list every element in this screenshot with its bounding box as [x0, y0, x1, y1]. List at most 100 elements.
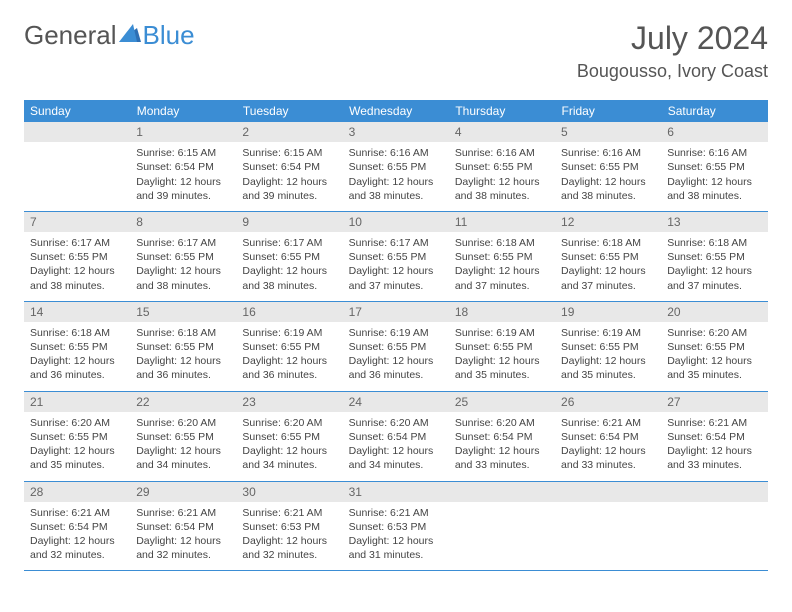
logo-triangle-icon: [119, 24, 141, 47]
daylight-text: Daylight: 12 hours and 37 minutes.: [455, 264, 549, 292]
day-number: 17: [343, 302, 449, 322]
day-number: 26: [555, 392, 661, 412]
day-number: 8: [130, 212, 236, 232]
sunrise-text: Sunrise: 6:21 AM: [30, 506, 124, 520]
logo-text-2: Blue: [143, 20, 195, 51]
day-number-empty: [24, 122, 130, 142]
calendar-day-cell: 25Sunrise: 6:20 AMSunset: 6:54 PMDayligh…: [449, 391, 555, 481]
day-details: Sunrise: 6:18 AMSunset: 6:55 PMDaylight:…: [130, 324, 236, 391]
daylight-text: Daylight: 12 hours and 38 minutes.: [455, 175, 549, 203]
sunset-text: Sunset: 6:55 PM: [136, 430, 230, 444]
daylight-text: Daylight: 12 hours and 32 minutes.: [30, 534, 124, 562]
day-details: Sunrise: 6:18 AMSunset: 6:55 PMDaylight:…: [555, 234, 661, 301]
weekday-header: Thursday: [449, 100, 555, 122]
day-number: 21: [24, 392, 130, 412]
day-details: Sunrise: 6:20 AMSunset: 6:55 PMDaylight:…: [236, 414, 342, 481]
month-title: July 2024: [577, 20, 768, 57]
daylight-text: Daylight: 12 hours and 35 minutes.: [667, 354, 761, 382]
sunrise-text: Sunrise: 6:19 AM: [349, 326, 443, 340]
daylight-text: Daylight: 12 hours and 36 minutes.: [242, 354, 336, 382]
daylight-text: Daylight: 12 hours and 36 minutes.: [136, 354, 230, 382]
day-details: Sunrise: 6:21 AMSunset: 6:53 PMDaylight:…: [343, 504, 449, 571]
calendar-day-cell: [24, 122, 130, 211]
calendar-day-cell: 28Sunrise: 6:21 AMSunset: 6:54 PMDayligh…: [24, 481, 130, 571]
day-number: 6: [661, 122, 767, 142]
daylight-text: Daylight: 12 hours and 37 minutes.: [561, 264, 655, 292]
calendar-day-cell: [555, 481, 661, 571]
day-details: Sunrise: 6:19 AMSunset: 6:55 PMDaylight:…: [449, 324, 555, 391]
calendar-day-cell: 23Sunrise: 6:20 AMSunset: 6:55 PMDayligh…: [236, 391, 342, 481]
day-details: Sunrise: 6:19 AMSunset: 6:55 PMDaylight:…: [236, 324, 342, 391]
calendar-week-row: 7Sunrise: 6:17 AMSunset: 6:55 PMDaylight…: [24, 211, 768, 301]
calendar-day-cell: 27Sunrise: 6:21 AMSunset: 6:54 PMDayligh…: [661, 391, 767, 481]
daylight-text: Daylight: 12 hours and 38 minutes.: [561, 175, 655, 203]
daylight-text: Daylight: 12 hours and 38 minutes.: [30, 264, 124, 292]
day-details: Sunrise: 6:16 AMSunset: 6:55 PMDaylight:…: [555, 144, 661, 211]
sunset-text: Sunset: 6:55 PM: [136, 340, 230, 354]
day-details: Sunrise: 6:20 AMSunset: 6:54 PMDaylight:…: [343, 414, 449, 481]
sunrise-text: Sunrise: 6:16 AM: [667, 146, 761, 160]
day-number: 31: [343, 482, 449, 502]
day-details: Sunrise: 6:21 AMSunset: 6:54 PMDaylight:…: [661, 414, 767, 481]
sunset-text: Sunset: 6:55 PM: [242, 430, 336, 444]
day-number: 15: [130, 302, 236, 322]
logo: General Blue: [24, 20, 195, 51]
sunset-text: Sunset: 6:54 PM: [136, 520, 230, 534]
calendar-day-cell: 2Sunrise: 6:15 AMSunset: 6:54 PMDaylight…: [236, 122, 342, 211]
sunset-text: Sunset: 6:54 PM: [561, 430, 655, 444]
sunrise-text: Sunrise: 6:18 AM: [136, 326, 230, 340]
sunrise-text: Sunrise: 6:21 AM: [349, 506, 443, 520]
weekday-header: Friday: [555, 100, 661, 122]
day-details: Sunrise: 6:20 AMSunset: 6:54 PMDaylight:…: [449, 414, 555, 481]
day-details: Sunrise: 6:16 AMSunset: 6:55 PMDaylight:…: [449, 144, 555, 211]
calendar-week-row: 14Sunrise: 6:18 AMSunset: 6:55 PMDayligh…: [24, 301, 768, 391]
calendar-week-row: 1Sunrise: 6:15 AMSunset: 6:54 PMDaylight…: [24, 122, 768, 211]
calendar-day-cell: 16Sunrise: 6:19 AMSunset: 6:55 PMDayligh…: [236, 301, 342, 391]
sunrise-text: Sunrise: 6:18 AM: [30, 326, 124, 340]
sunset-text: Sunset: 6:55 PM: [455, 250, 549, 264]
calendar-table: SundayMondayTuesdayWednesdayThursdayFrid…: [24, 100, 768, 571]
calendar-day-cell: 22Sunrise: 6:20 AMSunset: 6:55 PMDayligh…: [130, 391, 236, 481]
daylight-text: Daylight: 12 hours and 31 minutes.: [349, 534, 443, 562]
calendar-day-cell: 21Sunrise: 6:20 AMSunset: 6:55 PMDayligh…: [24, 391, 130, 481]
sunset-text: Sunset: 6:54 PM: [455, 430, 549, 444]
calendar-day-cell: 20Sunrise: 6:20 AMSunset: 6:55 PMDayligh…: [661, 301, 767, 391]
calendar-day-cell: 4Sunrise: 6:16 AMSunset: 6:55 PMDaylight…: [449, 122, 555, 211]
day-details: Sunrise: 6:20 AMSunset: 6:55 PMDaylight:…: [24, 414, 130, 481]
day-number: 12: [555, 212, 661, 232]
day-details: Sunrise: 6:17 AMSunset: 6:55 PMDaylight:…: [130, 234, 236, 301]
day-number: 22: [130, 392, 236, 412]
day-number: 18: [449, 302, 555, 322]
sunrise-text: Sunrise: 6:17 AM: [30, 236, 124, 250]
day-number: 7: [24, 212, 130, 232]
calendar-day-cell: 15Sunrise: 6:18 AMSunset: 6:55 PMDayligh…: [130, 301, 236, 391]
day-number: 5: [555, 122, 661, 142]
sunset-text: Sunset: 6:55 PM: [242, 250, 336, 264]
day-details: Sunrise: 6:15 AMSunset: 6:54 PMDaylight:…: [236, 144, 342, 211]
day-number: 27: [661, 392, 767, 412]
day-details: Sunrise: 6:18 AMSunset: 6:55 PMDaylight:…: [24, 324, 130, 391]
day-details: Sunrise: 6:20 AMSunset: 6:55 PMDaylight:…: [661, 324, 767, 391]
day-number: 24: [343, 392, 449, 412]
sunset-text: Sunset: 6:54 PM: [242, 160, 336, 174]
calendar-week-row: 21Sunrise: 6:20 AMSunset: 6:55 PMDayligh…: [24, 391, 768, 481]
sunrise-text: Sunrise: 6:20 AM: [349, 416, 443, 430]
calendar-day-cell: 8Sunrise: 6:17 AMSunset: 6:55 PMDaylight…: [130, 211, 236, 301]
day-number: 25: [449, 392, 555, 412]
sunrise-text: Sunrise: 6:18 AM: [561, 236, 655, 250]
sunset-text: Sunset: 6:55 PM: [561, 250, 655, 264]
weekday-header: Saturday: [661, 100, 767, 122]
weekday-header-row: SundayMondayTuesdayWednesdayThursdayFrid…: [24, 100, 768, 122]
weekday-header: Sunday: [24, 100, 130, 122]
day-details: Sunrise: 6:17 AMSunset: 6:55 PMDaylight:…: [343, 234, 449, 301]
sunrise-text: Sunrise: 6:19 AM: [455, 326, 549, 340]
calendar-day-cell: 3Sunrise: 6:16 AMSunset: 6:55 PMDaylight…: [343, 122, 449, 211]
sunrise-text: Sunrise: 6:20 AM: [242, 416, 336, 430]
day-number: 2: [236, 122, 342, 142]
sunset-text: Sunset: 6:53 PM: [349, 520, 443, 534]
calendar-day-cell: 19Sunrise: 6:19 AMSunset: 6:55 PMDayligh…: [555, 301, 661, 391]
day-number: 19: [555, 302, 661, 322]
sunrise-text: Sunrise: 6:19 AM: [561, 326, 655, 340]
day-details: Sunrise: 6:19 AMSunset: 6:55 PMDaylight:…: [555, 324, 661, 391]
sunset-text: Sunset: 6:55 PM: [561, 160, 655, 174]
